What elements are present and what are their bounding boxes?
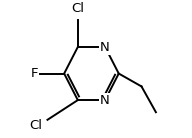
Text: Cl: Cl bbox=[71, 2, 84, 15]
Text: Cl: Cl bbox=[29, 119, 42, 132]
Text: N: N bbox=[100, 41, 110, 54]
Text: F: F bbox=[31, 67, 38, 80]
Text: N: N bbox=[100, 94, 110, 107]
